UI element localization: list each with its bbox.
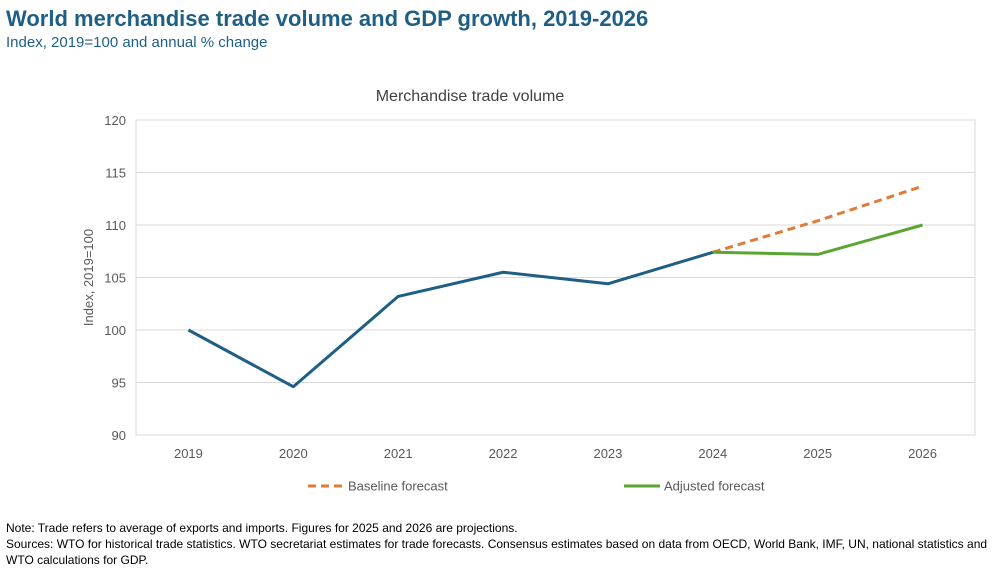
page-subtitle: Index, 2019=100 and annual % change [6,34,268,51]
x-tick-label-2022: 2022 [489,446,518,461]
series-line-historical [187,250,714,389]
chart-title: Merchandise trade volume [375,88,565,105]
sources-text: Sources: WTO for historical trade statis… [6,537,988,567]
legend-label-baseline-forecast: Baseline forecast [348,479,448,494]
x-tick-label-2024: 2024 [698,446,727,461]
series-line-baseline-forecast [712,184,924,254]
y-tick-label-115: 115 [105,166,126,181]
page-title: World merchandise trade volume and GDP g… [6,6,649,31]
x-tick-label-2026: 2026 [908,446,937,461]
x-tick-label-2025: 2025 [803,446,832,461]
y-tick-label-105: 105 [104,271,126,286]
y-tick-label-90: 90 [112,428,126,443]
note-text: Note: Trade refers to average of exports… [6,521,518,535]
x-tick-label-2023: 2023 [593,446,622,461]
y-tick-label-100: 100 [104,323,126,338]
chart-notes: Note: Trade refers to average of exports… [6,520,991,568]
x-tick-label-2021: 2021 [384,446,413,461]
x-tick-label-2019: 2019 [174,446,203,461]
y-axis-label: Index, 2019=100 [81,229,96,326]
y-tick-label-120: 120 [104,113,126,128]
x-tick-label-2020: 2020 [279,446,308,461]
series-line-adjusted-forecast [712,223,923,256]
plot-area [135,119,976,436]
legend-label-adjusted-forecast: Adjusted forecast [664,479,765,494]
y-tick-label-95: 95 [112,376,126,391]
y-tick-label-110: 110 [105,218,126,233]
